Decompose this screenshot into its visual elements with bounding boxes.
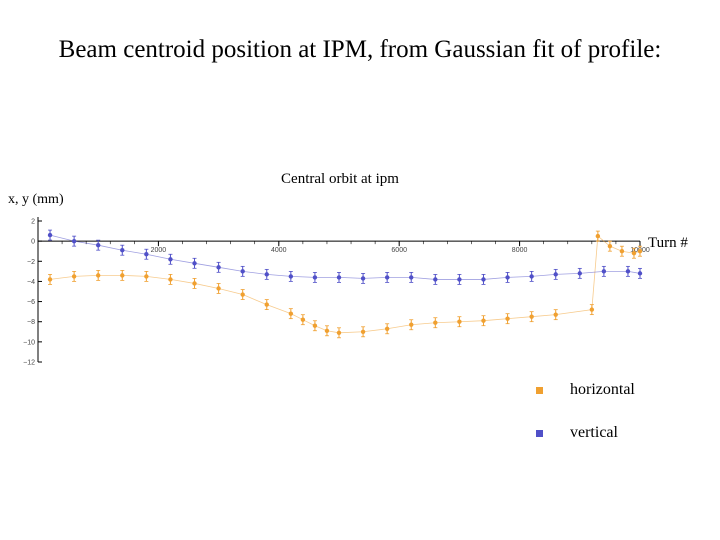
series-horizontal (47, 230, 643, 339)
x-tick-label: 8000 (512, 247, 528, 254)
data-point (336, 275, 342, 280)
data-point (505, 275, 510, 280)
y-tick-label: −10 (23, 339, 35, 346)
data-point (607, 243, 613, 249)
series-line (49, 235, 641, 334)
data-point (409, 322, 414, 327)
chart-title: Central orbit at ipm (281, 171, 399, 187)
slide-title: Beam centroid position at IPM, from Gaus… (58, 36, 662, 63)
data-point (481, 277, 486, 282)
data-point (71, 274, 77, 279)
data-point (336, 330, 342, 335)
y-tick-label: −12 (23, 360, 35, 367)
legend-swatch (536, 430, 543, 437)
y-tick-label: 0 (31, 239, 35, 246)
legend-label: horizontal (570, 381, 635, 398)
data-point (577, 271, 582, 276)
data-point (240, 292, 245, 297)
data-point (457, 319, 462, 324)
data-point (625, 269, 631, 274)
data-point (71, 238, 77, 244)
legend-label: vertical (570, 424, 619, 441)
y-tick-label: −6 (27, 299, 35, 306)
data-point (312, 323, 318, 328)
legend-swatch (536, 387, 543, 394)
data-point (595, 233, 601, 239)
data-point (553, 272, 558, 277)
data-point (216, 265, 221, 270)
data-point (96, 242, 101, 248)
data-point (96, 273, 101, 278)
y-tick-label: −4 (27, 279, 35, 286)
data-point (47, 277, 53, 282)
data-point (553, 312, 558, 317)
data-point (324, 328, 330, 333)
x-tick-label: 2000 (151, 247, 167, 254)
data-point (144, 252, 149, 257)
data-point (192, 281, 197, 286)
data-point (264, 272, 269, 277)
data-point (529, 314, 534, 319)
data-point (457, 277, 462, 282)
data-point (360, 276, 366, 281)
data-point (168, 257, 173, 262)
data-point (637, 271, 643, 276)
data-point (120, 273, 125, 278)
x-tick-label: 6000 (391, 247, 407, 254)
data-point (168, 277, 173, 282)
y-tick-label: −2 (27, 259, 35, 266)
data-point (264, 302, 269, 307)
data-point (360, 329, 366, 334)
series-vertical (47, 229, 643, 285)
data-point (120, 248, 125, 253)
data-point (409, 275, 414, 280)
data-point (505, 316, 510, 321)
data-point (433, 320, 438, 325)
data-point (529, 274, 534, 279)
data-point (300, 317, 306, 322)
series-line (49, 234, 641, 280)
y-axis-label: x, y (mm) (8, 192, 64, 207)
x-tick-label: 4000 (271, 247, 287, 254)
y-tick-label: 2 (31, 219, 35, 226)
data-point (637, 249, 643, 254)
data-point (192, 261, 197, 266)
data-marks (47, 229, 643, 339)
data-point (288, 274, 294, 279)
data-point (619, 249, 625, 254)
data-point (601, 269, 607, 274)
data-point (216, 286, 221, 291)
data-point (481, 318, 486, 323)
data-point (631, 251, 637, 256)
data-point (384, 275, 390, 280)
legend: horizontal vertical (536, 381, 635, 441)
data-point (384, 326, 390, 331)
data-point (288, 311, 294, 316)
data-point (589, 307, 595, 312)
y-tick-label: −8 (27, 319, 35, 326)
data-point (312, 275, 318, 280)
data-point (240, 269, 245, 274)
data-point (433, 277, 438, 282)
data-point (47, 232, 53, 238)
data-point (144, 274, 149, 279)
axes: 20004000600080001000020−2−4−6−8−10−12 (23, 217, 650, 367)
x-axis-label: Turn # (648, 235, 688, 251)
